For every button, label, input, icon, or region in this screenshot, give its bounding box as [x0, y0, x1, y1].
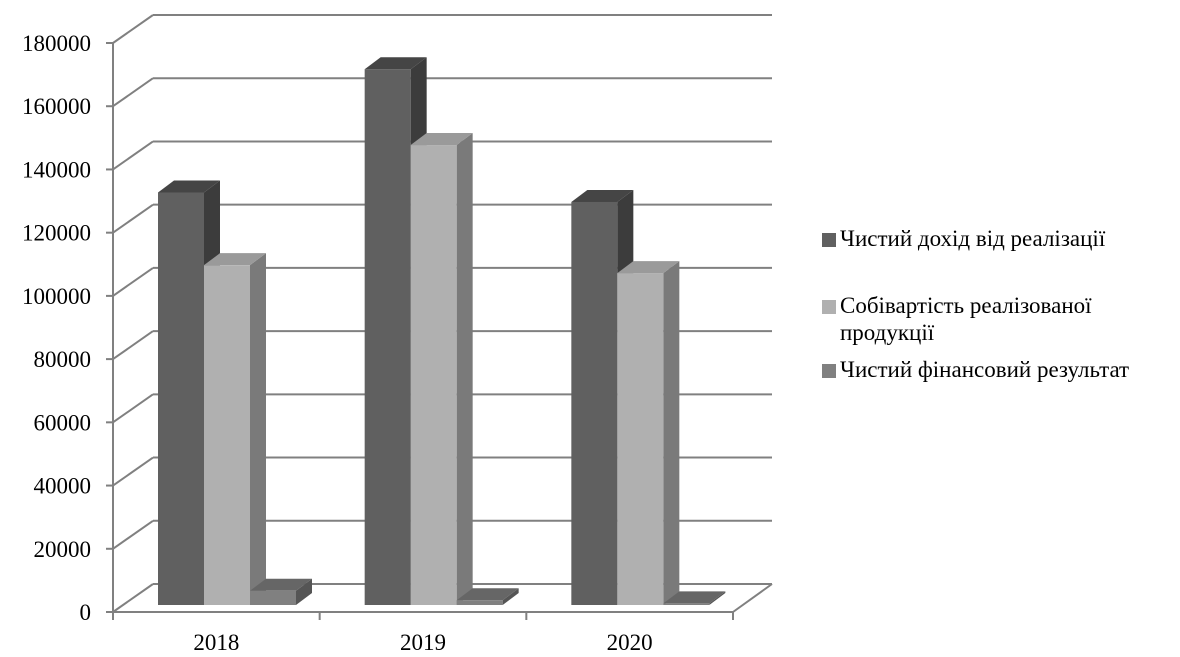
chart-legend: Чистий дохід від реалізації Собівартість… [820, 225, 1180, 383]
legend-item-net-result: Чистий фінансовий результат [820, 356, 1180, 383]
bar [617, 273, 664, 605]
y-tick-label: 120000 [22, 221, 91, 246]
bar-side [663, 261, 680, 605]
floor-right-edge [732, 583, 773, 613]
y-tick-label: 80000 [34, 347, 92, 372]
x-tick-label: 2020 [607, 630, 653, 655]
bar-top [571, 189, 634, 202]
legend-label-cost: Собівартість реалізованої продукції [840, 293, 1092, 345]
y-tick-label: 180000 [22, 31, 91, 56]
legend-item-cost: Собівартість реалізованої продукції [820, 292, 1140, 346]
bar [410, 145, 457, 605]
legend-swatch-revenue [822, 233, 836, 247]
bar [364, 69, 411, 606]
bar-side [709, 591, 726, 605]
y-tick-label: 160000 [22, 94, 91, 119]
y-tick-label: 20000 [34, 537, 92, 562]
grid-depth-line [112, 393, 154, 424]
bar-top [410, 133, 473, 146]
bar-top [158, 180, 220, 193]
grid-depth-line [112, 519, 154, 550]
x-tick-label: 2018 [193, 630, 239, 655]
bar-top [663, 591, 726, 604]
grid-depth-line [112, 583, 154, 613]
bar-side [456, 133, 473, 605]
bar [456, 600, 503, 605]
legend-label-net-result: Чистий фінансовий результат [840, 357, 1130, 382]
bar [571, 201, 618, 606]
legend-swatch-net-result [822, 364, 836, 378]
grid-depth-line [112, 330, 154, 360]
y-tick-label: 140000 [22, 157, 91, 182]
y-tick-label: 60000 [34, 410, 92, 435]
bar-top [250, 578, 312, 591]
bar [663, 603, 710, 605]
bar-top [204, 253, 266, 266]
x-tick-label: 2019 [400, 630, 446, 655]
legend-swatch-cost [822, 300, 836, 314]
legend-label-revenue: Чистий дохід від реалізації [840, 226, 1106, 251]
grid-depth-line [112, 456, 154, 487]
bar-top [456, 588, 519, 601]
grid-depth-line [112, 140, 154, 171]
bar [204, 265, 250, 605]
bar-side [502, 588, 519, 605]
bar-side [296, 578, 312, 605]
bar-top [364, 57, 427, 70]
bar [158, 192, 204, 605]
y-tick-label: 100000 [22, 284, 91, 309]
bar-side [250, 253, 266, 606]
grid-depth-line [112, 203, 154, 234]
legend-item-revenue: Чистий дохід від реалізації [820, 225, 1180, 252]
y-tick-label: 40000 [34, 474, 92, 499]
y-tick-label: 0 [80, 600, 92, 625]
grid-depth-line [112, 14, 154, 44]
grid-depth-line [112, 267, 154, 297]
bar [250, 590, 296, 605]
grid-depth-line [112, 77, 154, 108]
bar-top [617, 261, 680, 274]
